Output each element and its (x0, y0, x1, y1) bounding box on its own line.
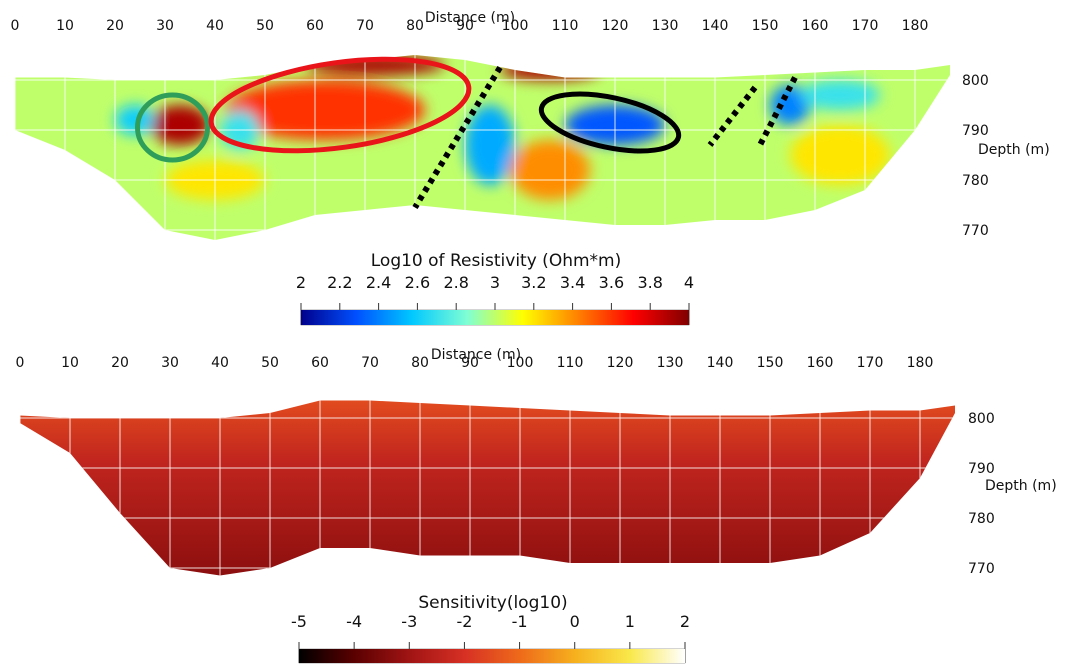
colorbar-tick-label: 2.2 (327, 273, 352, 292)
colorbar-tick-label: -1 (512, 612, 528, 631)
sensitivity-section (20, 400, 955, 576)
x-tick-label: 40 (211, 355, 229, 371)
colorbar-tick-label: 3.6 (599, 273, 624, 292)
colorbar-tick-label: -4 (346, 612, 362, 631)
x-tick-label: 70 (361, 355, 379, 371)
sensitivity-panel: Distance (m) 0 10 20 30 40 50 60 70 80 90 100 110 12… (16, 347, 1057, 664)
resistivity-y-axis-title: Depth (m) (978, 142, 1050, 158)
colorbar-tick-label: -3 (401, 612, 417, 631)
x-tick-label: 110 (552, 18, 579, 34)
colorbar-tick-label: 4 (684, 273, 694, 292)
x-tick-label: 80 (411, 355, 429, 371)
colorbar-tick-label: 3.2 (521, 273, 546, 292)
colorbar-tick-label: 3.8 (637, 273, 662, 292)
x-tick-label: 40 (206, 18, 224, 34)
colorbar-tick-label: 1 (625, 612, 635, 631)
colorbar-tick-label: 2.4 (366, 273, 391, 292)
y-tick-label: 770 (968, 561, 995, 577)
resistivity-anomaly (115, 105, 155, 135)
resistivity-anomaly (790, 125, 890, 185)
x-tick-label: 180 (907, 355, 934, 371)
colorbar-tick-label: 2 (296, 273, 306, 292)
sensitivity-field (20, 400, 955, 576)
x-tick-label: 10 (61, 355, 79, 371)
y-tick-label: 800 (968, 411, 995, 427)
resistivity-panel: Distance (m) 0 10 20 30 40 50 60 70 80 90 100 110 12… (11, 10, 1050, 326)
colorbar-tick-label: -2 (456, 612, 472, 631)
dotted-fault-line (757, 76, 798, 147)
x-tick-label: 150 (752, 18, 779, 34)
y-tick-label: 790 (968, 461, 995, 477)
dotted-fault-line (412, 65, 503, 210)
x-tick-label: 170 (857, 355, 884, 371)
colorbar-tick-label: 3.4 (560, 273, 585, 292)
x-tick-label: 110 (557, 355, 584, 371)
x-tick-label: 140 (707, 355, 734, 371)
x-tick-label: 50 (256, 18, 274, 34)
black-ellipse-annotation (538, 91, 682, 154)
x-tick-label: 180 (902, 18, 929, 34)
y-tick-label: 770 (962, 223, 989, 239)
resistivity-annotations (135, 56, 798, 210)
x-tick-label: 130 (657, 355, 684, 371)
resistivity-x-axis-title: Distance (m) (425, 10, 515, 26)
sensitivity-x-ticks: 0 10 20 30 40 50 60 70 80 90 100 110 120 130 140 150 160… (16, 355, 934, 371)
sensitivity-y-axis-title: Depth (m) (985, 478, 1057, 494)
x-tick-label: 60 (306, 18, 324, 34)
x-tick-label: 10 (56, 18, 74, 34)
resistivity-anomaly (225, 80, 425, 140)
resistivity-anomaly (800, 80, 880, 110)
x-tick-label: 140 (702, 18, 729, 34)
x-tick-label: 130 (652, 18, 679, 34)
colorbar-tick-label: 2.8 (443, 273, 468, 292)
x-tick-label: 30 (161, 355, 179, 371)
x-tick-label: 120 (607, 355, 634, 371)
colorbar-tick-label: 2 (680, 612, 690, 631)
x-tick-label: 0 (11, 18, 20, 34)
x-tick-label: 50 (261, 355, 279, 371)
sensitivity-y-ticks: 800 790 780 770 (968, 411, 995, 577)
x-tick-label: 90 (456, 18, 474, 34)
x-tick-label: 100 (507, 355, 534, 371)
y-tick-label: 780 (968, 511, 995, 527)
colorbar-tick-label: 3 (490, 273, 500, 292)
resistivity-colorbar-title: Log10 of Resistivity (Ohm*m) (371, 251, 621, 271)
x-tick-label: 90 (461, 355, 479, 371)
x-tick-label: 160 (802, 18, 829, 34)
resistivity-y-ticks: 800 790 780 770 (962, 73, 989, 239)
x-tick-label: 120 (602, 18, 629, 34)
y-tick-label: 800 (962, 73, 989, 89)
x-tick-label: 30 (156, 18, 174, 34)
colorbar-tick-label: 0 (570, 612, 580, 631)
x-tick-label: 100 (502, 18, 529, 34)
resistivity-colorbar (301, 310, 689, 325)
x-tick-label: 170 (852, 18, 879, 34)
y-tick-label: 780 (962, 173, 989, 189)
dotted-fault-line (707, 85, 758, 147)
x-tick-label: 20 (106, 18, 124, 34)
x-tick-label: 0 (16, 355, 25, 371)
sensitivity-x-axis-title: Distance (m) (431, 347, 521, 363)
green-ellipse-annotation (135, 92, 210, 163)
x-tick-label: 20 (111, 355, 129, 371)
resistivity-x-ticks: 0 10 20 30 40 50 60 70 80 90 100 110 120 130 140 150 160… (11, 18, 929, 34)
x-tick-label: 70 (356, 18, 374, 34)
colorbar-tick-label: 2.6 (405, 273, 430, 292)
resistivity-anomaly (510, 140, 590, 200)
resistivity-anomaly (465, 105, 515, 185)
x-tick-label: 150 (757, 355, 784, 371)
sensitivity-colorbar-title: Sensitivity(log10) (418, 593, 567, 613)
red-ellipse-annotation (208, 56, 472, 154)
colorbar-tick-label: -5 (291, 612, 307, 631)
x-tick-label: 160 (807, 355, 834, 371)
x-tick-label: 80 (406, 18, 424, 34)
sensitivity-colorbar (299, 649, 685, 663)
resistivity-colorbar-ticks: 2 2.2 2.4 2.6 2.8 3 3.2 3.4 3.6 3.8 4 (296, 273, 694, 326)
y-tick-label: 790 (962, 123, 989, 139)
x-tick-label: 60 (311, 355, 329, 371)
